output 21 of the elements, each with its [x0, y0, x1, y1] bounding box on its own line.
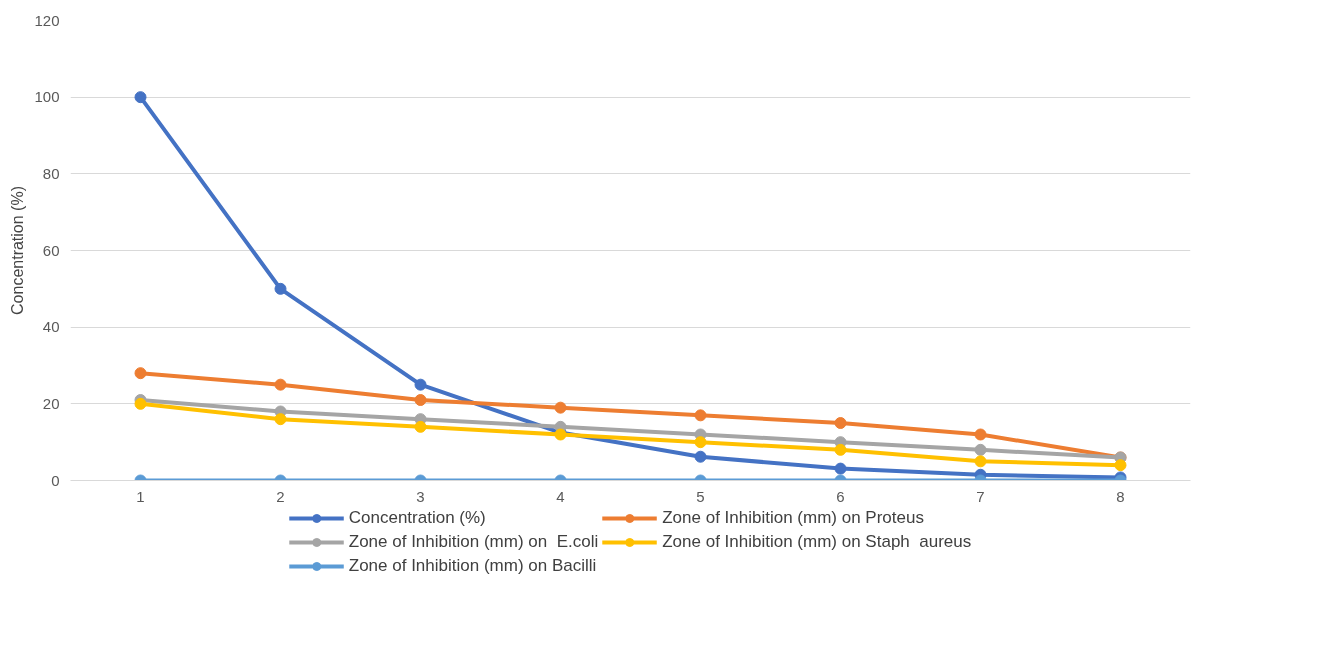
x-tick-label: 5: [696, 487, 705, 505]
legend-label: Concentration (%): [348, 508, 486, 528]
legend-label: Zone of Inhibition (mm) on E.coli: [348, 532, 599, 552]
legend-label: Zone of Inhibition (mm) on Staph aureus: [662, 532, 972, 552]
y-tick-label: 60: [42, 241, 60, 259]
legend-label: Zone of Inhibition (mm) on Proteus: [662, 508, 924, 528]
legend-label: Zone of Inhibition (mm) on Bacilli: [348, 556, 597, 576]
x-tick-label: 7: [976, 487, 985, 505]
y-tick-label: 120: [34, 11, 60, 29]
x-tick-label: 8: [1116, 487, 1125, 505]
x-tick-label: 4: [556, 487, 565, 505]
y-tick-label: 100: [34, 88, 60, 106]
x-tick-label: 3: [416, 487, 425, 505]
y-tick-label: 80: [42, 164, 60, 182]
x-tick-label: 6: [836, 487, 845, 505]
y-tick-label: 20: [42, 394, 60, 412]
y-axis-title: Concentration (%): [9, 186, 27, 315]
x-tick-label: 2: [276, 487, 285, 505]
x-tick-label: 1: [136, 487, 145, 505]
y-tick-label: 40: [42, 318, 60, 336]
y-tick-label: 0: [51, 471, 60, 489]
